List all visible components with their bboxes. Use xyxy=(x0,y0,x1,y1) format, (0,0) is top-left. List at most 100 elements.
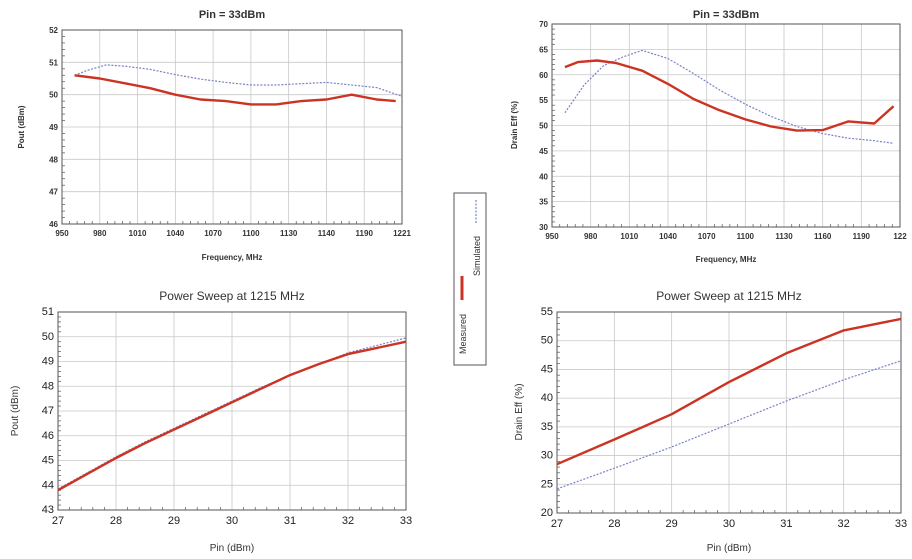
x-tick-label: 980 xyxy=(93,229,107,238)
x-tick-label: 29 xyxy=(666,518,678,530)
x-tick-label: 1190 xyxy=(356,229,374,238)
plot-frame xyxy=(551,23,901,228)
legend-frame xyxy=(453,192,487,366)
x-axis-label: Pin (dBm) xyxy=(707,543,751,554)
y-tick-label: 46 xyxy=(49,220,58,229)
y-tick-label: 46 xyxy=(42,430,54,442)
y-tick-label: 52 xyxy=(49,26,58,35)
y-tick-label: 30 xyxy=(539,223,548,232)
x-tick-label: 33 xyxy=(895,518,907,530)
y-tick-label: 35 xyxy=(541,421,553,433)
legend: Measured Simulated xyxy=(453,192,487,366)
y-axis-label: Drain Eff (%) xyxy=(510,101,519,149)
x-tick-label: 1040 xyxy=(166,229,184,238)
x-tick-label: 30 xyxy=(723,518,735,530)
y-tick-label: 49 xyxy=(49,123,58,132)
y-tick-label: 50 xyxy=(49,91,58,100)
x-tick-label: 950 xyxy=(55,229,69,238)
y-tick-label: 45 xyxy=(541,363,553,375)
legend-label-simulated: Simulated xyxy=(472,236,482,276)
x-axis-label: Frequency, MHz xyxy=(202,253,263,262)
series-line-simulated xyxy=(564,49,894,144)
minor-ticks xyxy=(62,36,395,224)
x-tick-label: 28 xyxy=(110,515,122,527)
series-line-measured xyxy=(564,59,895,132)
y-tick-label: 49 xyxy=(42,356,54,368)
x-tick-label: 1070 xyxy=(204,229,222,238)
chart-drain-eff-vs-frequency: Pin = 33dBm Frequency, MHz Drain Eff (%)… xyxy=(510,9,907,264)
x-tick-label: 27 xyxy=(551,518,563,530)
series-line-measured xyxy=(74,74,396,106)
y-tick-label: 55 xyxy=(541,306,553,318)
y-axis-label: Pout (dBm) xyxy=(10,386,21,437)
x-tick-label: 1221 xyxy=(393,229,411,238)
y-tick-label: 30 xyxy=(541,450,553,462)
x-tick-label: 1040 xyxy=(659,232,677,241)
plot-frame xyxy=(57,311,407,511)
x-tick-label: 1010 xyxy=(620,232,638,241)
chart-pout-vs-frequency: Pin = 33dBm Frequency, MHz Pout (dBm) 95… xyxy=(17,9,411,262)
y-tick-label: 35 xyxy=(539,198,548,207)
y-tick-label: 60 xyxy=(539,71,548,80)
y-tick-label: 25 xyxy=(541,478,553,490)
y-tick-label: 40 xyxy=(539,172,548,181)
y-tick-label: 51 xyxy=(49,58,58,67)
x-tick-label: 1010 xyxy=(129,229,147,238)
y-tick-label: 40 xyxy=(541,392,553,404)
x-tick-label: 31 xyxy=(284,515,296,527)
x-axis-label: Pin (dBm) xyxy=(210,543,254,554)
x-tick-label: 32 xyxy=(838,518,850,530)
y-tick-label: 50 xyxy=(541,335,553,347)
grid xyxy=(557,312,901,513)
x-tick-label: 29 xyxy=(168,515,180,527)
y-tick-label: 50 xyxy=(42,331,54,343)
y-tick-label: 65 xyxy=(539,45,548,54)
minor-ticks xyxy=(552,28,893,227)
chart-drain-eff-vs-pin: Power Sweep at 1215 MHz Pin (dBm) Drain … xyxy=(514,289,907,554)
grid xyxy=(58,312,406,510)
y-axis-label: Pout (dBm) xyxy=(17,105,26,148)
grid xyxy=(62,30,402,224)
x-tick-label: 28 xyxy=(608,518,620,530)
series-line-simulated xyxy=(556,360,902,490)
series-line-simulated xyxy=(74,64,403,97)
y-tick-label: 45 xyxy=(539,147,548,156)
x-tick-label: 1160 xyxy=(814,232,832,241)
x-tick-label: 1070 xyxy=(698,232,716,241)
x-tick-label: 122 xyxy=(893,232,907,241)
y-tick-label: 51 xyxy=(42,306,54,318)
y-tick-label: 50 xyxy=(539,122,548,131)
series-line-measured xyxy=(57,340,407,492)
y-tick-label: 43 xyxy=(42,504,54,516)
x-tick-label: 1100 xyxy=(737,232,755,241)
chart-title: Power Sweep at 1215 MHz xyxy=(656,289,801,303)
x-tick-label: 1130 xyxy=(775,232,793,241)
series-line-measured xyxy=(556,317,902,466)
y-tick-label: 48 xyxy=(49,155,58,164)
chart-title: Pin = 33dBm xyxy=(693,9,760,21)
chart-pout-vs-pin: Power Sweep at 1215 MHz Pin (dBm) Pout (… xyxy=(10,289,412,554)
plot-frame xyxy=(61,29,403,225)
grid xyxy=(552,24,900,227)
x-tick-label: 1130 xyxy=(280,229,298,238)
x-tick-label: 1100 xyxy=(242,229,260,238)
y-tick-label: 45 xyxy=(42,455,54,467)
x-tick-label: 950 xyxy=(545,232,559,241)
y-tick-label: 55 xyxy=(539,96,548,105)
x-tick-label: 980 xyxy=(584,232,598,241)
y-axis-label: Drain Eff (%) xyxy=(514,383,525,440)
y-tick-label: 48 xyxy=(42,380,54,392)
y-tick-label: 47 xyxy=(49,188,58,197)
legend-label-measured: Measured xyxy=(458,314,468,354)
chart-title: Power Sweep at 1215 MHz xyxy=(159,289,304,303)
chart-title: Pin = 33dBm xyxy=(199,9,266,21)
x-tick-label: 1140 xyxy=(318,229,336,238)
y-tick-label: 70 xyxy=(539,20,548,29)
x-tick-label: 30 xyxy=(226,515,238,527)
x-axis-label: Frequency, MHz xyxy=(696,255,757,264)
x-tick-label: 32 xyxy=(342,515,354,527)
x-tick-label: 33 xyxy=(400,515,412,527)
x-tick-label: 27 xyxy=(52,515,64,527)
x-tick-label: 31 xyxy=(780,518,792,530)
